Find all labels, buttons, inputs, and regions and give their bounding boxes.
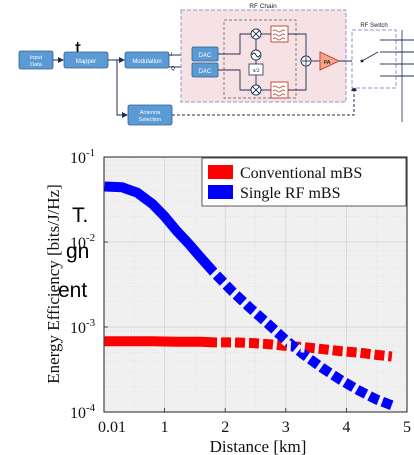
mixer-top-icon: [250, 28, 262, 40]
dac-bottom-label: DAC: [199, 69, 212, 75]
antenna-selection-label-2: Selection: [139, 117, 162, 123]
rf-switch-box: [351, 29, 397, 89]
x-tick-label: 4: [342, 419, 350, 436]
legend-box: [201, 157, 407, 207]
x-tick-label: 3: [282, 419, 290, 436]
pa-triangle: [319, 51, 341, 71]
modulation-box: [124, 51, 170, 69]
combiner-icon: [300, 55, 312, 67]
y-tick-label: 10-1: [70, 147, 95, 167]
modulation-label: Modulation: [132, 59, 161, 65]
slide-text-fragment-2: T.: [72, 204, 88, 227]
phase-shift-label: π/2: [252, 68, 259, 74]
series-line-single-rf: [104, 181, 394, 410]
legend-swatch-single-rf: [208, 185, 233, 199]
input-data-label-2: Data: [30, 62, 43, 68]
energy-efficiency-chart: 0.01 1 2 3 4 5 10-1 10-2 10-3 10-4 Distance [km]…: [44, 147, 411, 455]
legend-swatch-conventional: [208, 165, 233, 179]
y-axis-label: Energy Efficiency [bits/J/Hz]: [44, 184, 63, 384]
legend-label-single-rf: Single RF mBS: [240, 185, 340, 202]
oscillator-icon: [250, 49, 262, 61]
x-tick-label: 2: [221, 419, 229, 436]
block-diagram: Input Data Mapper Modulation I Q Antenna…: [18, 3, 414, 126]
ticks: [103, 156, 408, 413]
filter-bottom-icon: [270, 81, 289, 99]
x-tick-labels: 0.01 1 2 3 4 5: [98, 419, 411, 436]
x-tick-label: 1: [161, 419, 169, 436]
y-tick-label: 10-2: [70, 232, 95, 252]
rf-chain-title: RF Chain: [249, 3, 277, 10]
antenna-selection-label-1: Antenna: [140, 110, 161, 116]
dac-top-label: DAC: [199, 53, 212, 59]
slide-text-fragment-3: gn: [66, 240, 89, 263]
x-tick-label: 0.01: [98, 419, 126, 436]
x-tick-label: 5: [403, 419, 411, 436]
plot-frame: [103, 156, 408, 413]
legend: Conventional mBS Single RF mBS: [201, 157, 407, 207]
q-label: Q: [171, 66, 175, 72]
y-tick-label: 10-3: [70, 317, 96, 337]
legend-label-conventional: Conventional mBS: [240, 165, 362, 182]
slide-text-fragment-4: ent: [58, 279, 87, 302]
y-tick-labels: 10-1 10-2 10-3 10-4: [70, 147, 96, 422]
series-line-conventional: [104, 336, 393, 362]
mapper-label: Mapper: [76, 59, 96, 65]
filter-top-icon: [270, 25, 289, 43]
rf-switch-title: RF Switch: [360, 23, 387, 29]
y-tick-label: 10-4: [70, 402, 96, 422]
x-axis-label: Distance [km]: [210, 437, 307, 455]
input-data-label-1: Input: [30, 55, 43, 61]
slide-text-fragment-1: t: [75, 38, 81, 61]
series-layer: [104, 180, 394, 411]
pa-label: PA: [324, 60, 331, 66]
mixer-bottom-icon: [250, 84, 262, 96]
